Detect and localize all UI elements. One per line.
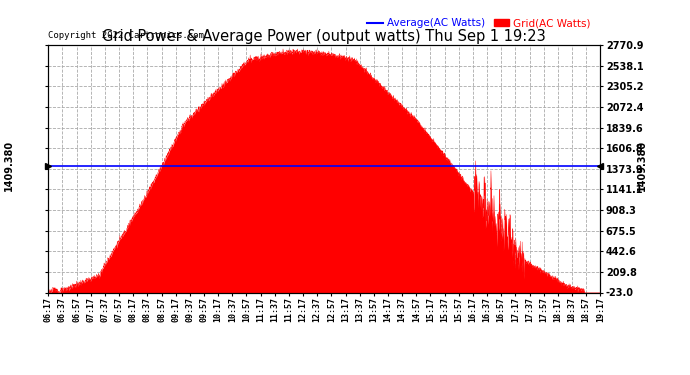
Text: Copyright 2022 Cartronics.com: Copyright 2022 Cartronics.com <box>48 31 204 40</box>
Text: 1409.380: 1409.380 <box>637 140 647 191</box>
Text: 1409.380: 1409.380 <box>4 140 14 191</box>
Legend: Average(AC Watts), Grid(AC Watts): Average(AC Watts), Grid(AC Watts) <box>363 14 595 33</box>
Title: Grid Power & Average Power (output watts) Thu Sep 1 19:23: Grid Power & Average Power (output watts… <box>102 29 546 44</box>
